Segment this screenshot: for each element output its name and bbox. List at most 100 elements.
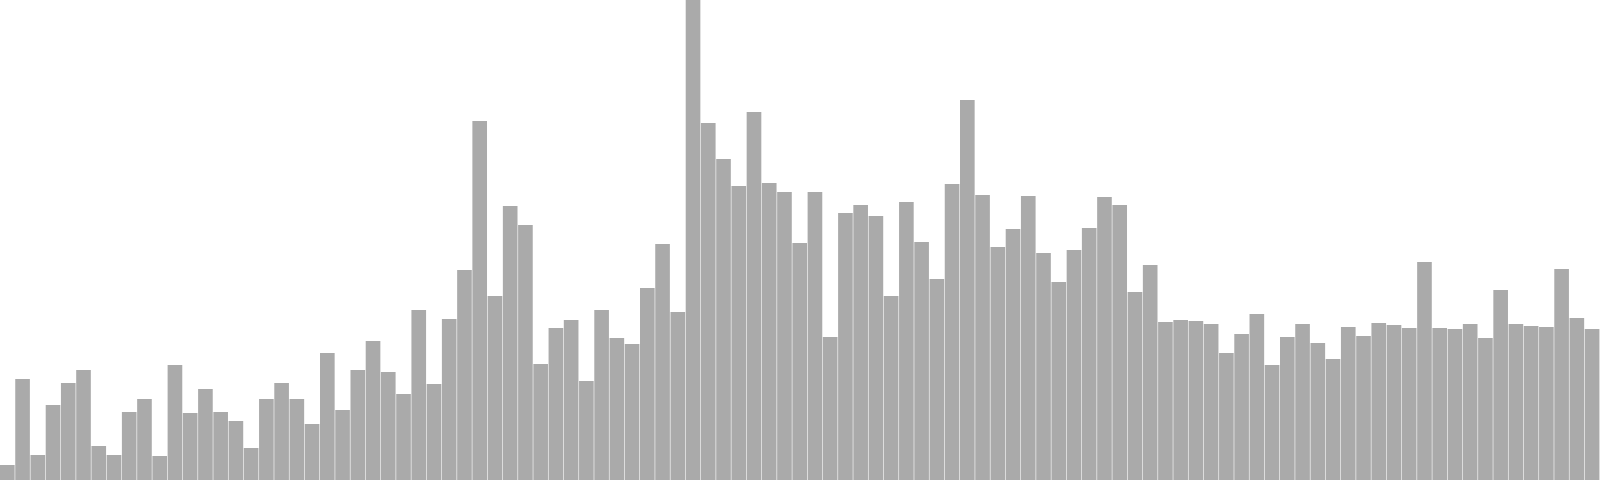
bar-36 [548,328,564,480]
bar-62 [944,184,960,480]
bar-12 [182,413,198,480]
bar-1 [15,379,30,480]
bar-47 [716,159,731,480]
bar-75 [1142,265,1158,480]
bar-5 [76,370,91,480]
bar-8 [121,412,137,480]
bar-49 [746,112,762,480]
bar-44 [670,312,686,480]
bar-25 [380,372,396,480]
bar-19 [289,399,305,480]
bar-57 [868,216,884,480]
bar-97 [1478,338,1493,480]
bar-94 [1432,328,1448,480]
bar-71 [1081,228,1097,480]
bar-48 [731,186,747,480]
bar-2 [30,455,46,480]
bar-60 [914,242,929,480]
bar-30 [457,270,472,480]
bar-6 [91,446,107,480]
bar-68 [1036,253,1051,480]
bar-86 [1310,343,1326,480]
bar-84 [1280,337,1295,480]
bar-40 [609,338,625,480]
bar-89 [1356,336,1371,480]
bar-55 [838,213,853,480]
bar-20 [304,424,320,480]
bar-35 [533,364,548,480]
bar-98 [1493,290,1508,480]
bar-103 [1569,318,1585,480]
bar-21 [320,353,335,480]
bar-53 [807,192,823,480]
bar-4 [60,383,76,480]
bar-76 [1158,322,1173,480]
bar-70 [1066,250,1082,480]
bar-23 [350,370,366,480]
bar-59 [899,202,914,480]
bar-16 [243,448,259,480]
bar-64 [975,195,990,480]
bar-38 [579,381,594,480]
bar-3 [45,405,61,480]
bar-29 [441,319,457,480]
bar-80 [1219,353,1234,480]
bar-51 [777,192,792,480]
bar-42 [640,288,655,480]
bar-63 [960,100,975,480]
bar-101 [1539,327,1554,480]
bar-46 [700,123,716,480]
bar-33 [502,206,518,480]
bar-45 [685,0,701,480]
bar-74 [1127,292,1143,480]
bar-31 [472,121,488,480]
bar-85 [1295,324,1310,480]
bar-90 [1371,323,1387,480]
bar-96 [1462,324,1478,480]
bar-17 [259,399,274,480]
bar-14 [213,412,228,480]
bar-22 [335,410,350,480]
bar-83 [1264,365,1280,480]
bar-11 [167,365,183,480]
bar-78 [1188,321,1204,480]
bar-93 [1417,262,1432,480]
bar-13 [198,389,213,480]
bar-72 [1097,197,1112,480]
bar-67 [1020,196,1036,480]
bar-7 [106,455,122,480]
bar-88 [1340,327,1356,480]
bar-95 [1447,329,1463,480]
bar-81 [1234,334,1249,480]
bar-73 [1112,205,1128,480]
bar-39 [594,310,609,480]
bar-56 [853,205,868,480]
bar-82 [1249,314,1265,480]
bar-26 [396,394,411,480]
bar-77 [1173,320,1188,480]
bar-43 [655,244,670,480]
bar-32 [487,296,503,480]
bar-10 [152,456,168,480]
bar-28 [426,384,442,480]
bar-92 [1401,328,1417,480]
bar-27 [411,310,427,480]
bar-50 [761,183,777,480]
bar-100 [1523,326,1539,480]
bar-79 [1203,324,1219,480]
bar-0 [0,465,15,480]
bar-99 [1508,324,1524,480]
bar-102 [1554,269,1569,480]
bar-87 [1325,359,1341,480]
bar-15 [228,421,244,480]
bar-54 [822,337,838,480]
bar-9 [137,399,152,480]
bar-65 [990,247,1006,480]
bar-91 [1386,325,1402,480]
bar-34 [518,225,533,480]
bar-41 [624,344,640,480]
bar-66 [1005,229,1021,480]
bar-69 [1051,282,1067,480]
